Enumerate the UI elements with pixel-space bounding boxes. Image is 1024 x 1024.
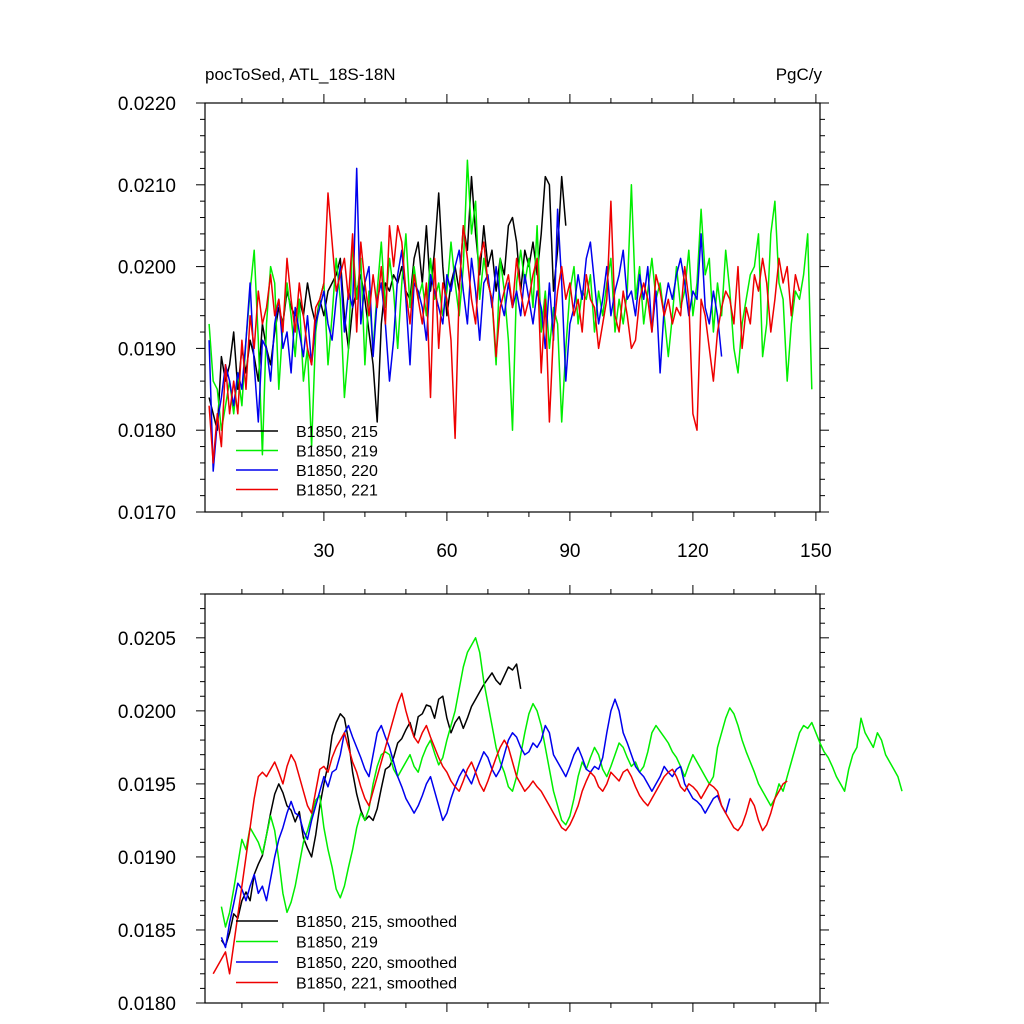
series-line-2 xyxy=(220,637,903,928)
series-line-4 xyxy=(208,192,801,464)
series-line-3 xyxy=(220,698,731,949)
units-label: PgC/y xyxy=(776,65,823,84)
legend-label: B1850, 215, smoothed xyxy=(296,914,457,931)
y-tick-label: 0.0185 xyxy=(118,921,176,942)
legend-label: B1850, 215 xyxy=(296,424,378,441)
top-panel: pocToSed, ATL_18S-18N PgC/y 30 60 90 120 150… xyxy=(118,65,832,562)
chart-title: pocToSed, ATL_18S-18N xyxy=(205,65,396,84)
legend-label: B1850, 220, smoothed xyxy=(296,955,457,972)
x-tick-label: 120 xyxy=(677,541,709,562)
y-tick-label: 0.0180 xyxy=(118,421,176,442)
x-tick-label: 150 xyxy=(800,541,832,562)
y-tick-label: 0.0190 xyxy=(118,339,176,360)
legend-label: B1850, 221, smoothed xyxy=(296,976,457,993)
y-tick-label: 0.0200 xyxy=(118,258,176,279)
legend-label: B1850, 219 xyxy=(296,444,378,461)
plot-frame xyxy=(204,102,821,513)
y-tick-label: 0.0200 xyxy=(118,702,176,723)
y-tick-label: 0.0220 xyxy=(118,94,176,115)
legend-label: B1850, 220 xyxy=(296,463,378,480)
series-line-4 xyxy=(212,692,788,975)
y-tick-label: 0.0180 xyxy=(118,994,176,1015)
y-tick-label: 0.0170 xyxy=(118,503,176,524)
y-tick-label: 0.0195 xyxy=(118,775,176,796)
bottom-panel: 0.0180 0.0185 0.0190 0.0195 0.0200 0.0205 B185… xyxy=(118,585,903,1015)
y-tick-label: 0.0210 xyxy=(118,176,176,197)
x-tick-label: 90 xyxy=(559,541,580,562)
y-tick-label: 0.0205 xyxy=(118,629,176,650)
x-tick-label: 30 xyxy=(313,541,334,562)
legend-label: B1850, 221 xyxy=(296,483,378,500)
y-tick-label: 0.0190 xyxy=(118,848,176,869)
legend-label: B1850, 219 xyxy=(296,935,378,952)
series-line-1 xyxy=(220,663,522,947)
x-tick-label: 60 xyxy=(436,541,457,562)
series-line-3 xyxy=(208,167,723,472)
series-line-2 xyxy=(208,159,813,456)
